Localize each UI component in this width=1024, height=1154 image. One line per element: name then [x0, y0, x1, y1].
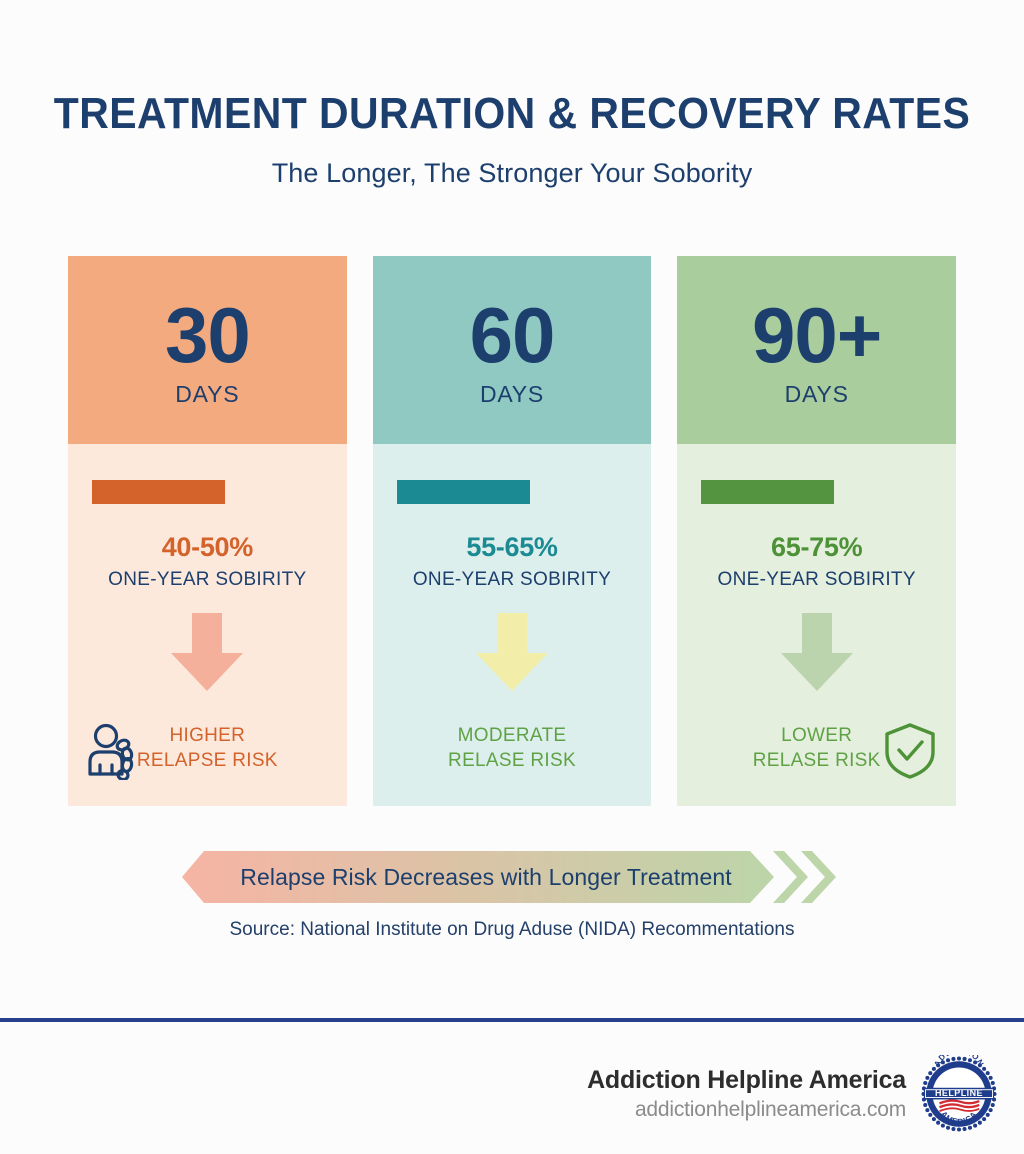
duration-cards: 30 DAYS 40-50% ONE-YEAR SOBIRITY HIGHER …: [68, 256, 957, 806]
sobriety-percent: 55-65%: [466, 532, 558, 562]
relapse-risk-line2: RELAPSE RISK: [136, 750, 278, 772]
brand-text-block: Addiction Helpline America addictionhelp…: [587, 1066, 906, 1122]
footer: Addiction Helpline America addictionhelp…: [587, 1046, 998, 1133]
relapse-risk-line1: LOWER: [781, 724, 853, 746]
duration-card-90-plus-days: 90+ DAYS 65-75% ONE-YEAR SOBIRITY LOWER …: [677, 256, 957, 806]
rate-bar: [701, 480, 835, 504]
badge-flag-stripes: [939, 1099, 980, 1113]
sobriety-percent: 40-50%: [161, 532, 254, 562]
badge-center-text: HELPLINE: [935, 1088, 983, 1098]
relapse-risk-line2: RELASE RISK: [752, 750, 881, 772]
brand-name: Addiction Helpline America: [587, 1066, 906, 1094]
down-arrow-icon: [464, 613, 560, 691]
days-label: DAYS: [479, 380, 545, 407]
duration-card-30-days: 30 DAYS 40-50% ONE-YEAR SOBIRITY HIGHER …: [68, 256, 347, 806]
days-label: DAYS: [175, 380, 240, 407]
relapse-risk-text: MODERATE RELASE RISK: [373, 723, 652, 774]
sobriety-label: ONE-YEAR SOBIRITY: [717, 569, 916, 590]
card-header-30: 30 DAYS: [68, 256, 347, 444]
relapse-risk-line1: HIGHER: [169, 724, 246, 746]
card-body-60: 55-65% ONE-YEAR SOBIRITY MODERATE RELASE…: [372, 444, 652, 806]
card-header-60: 60 DAYS: [372, 256, 652, 444]
relapse-risk-text: LOWER RELASE RISK: [677, 723, 956, 774]
sobriety-percent: 65-75%: [771, 532, 863, 562]
rate-bar: [396, 480, 530, 504]
page-title: TREATMENT DURATION & RECOVERY RATES: [53, 89, 971, 138]
person-in-chains-icon: [86, 722, 142, 782]
days-number: 60: [469, 291, 556, 380]
page-subtitle: The Longer, The Stronger Your Sobority: [271, 158, 753, 188]
brand-url[interactable]: addictionhelplineamerica.com: [634, 1098, 906, 1121]
card-header-90: 90+ DAYS: [677, 256, 957, 444]
addiction-helpline-badge-logo: ADDICTION HELPLINE AMERICA: [920, 1046, 998, 1133]
card-body-30: 40-50% ONE-YEAR SOBIRITY HIGHER RELAPSE …: [68, 444, 347, 806]
days-number: 30: [164, 291, 251, 380]
down-arrow-icon: [159, 613, 255, 691]
rate-bar: [92, 480, 225, 504]
relapse-trend-banner: Relapse Risk Decreases with Longer Treat…: [0, 849, 1024, 905]
days-number: 90+: [752, 291, 882, 380]
card-body-90: 65-75% ONE-YEAR SOBIRITY LOWER RELASE RI…: [677, 444, 957, 806]
header: TREATMENT DURATION & RECOVERY RATES The …: [0, 92, 1024, 189]
duration-card-60-days: 60 DAYS 55-65% ONE-YEAR SOBIRITY MODERAT…: [372, 256, 652, 806]
relapse-risk-text: HIGHER RELAPSE RISK: [68, 723, 347, 774]
sobriety-label: ONE-YEAR SOBIRITY: [412, 569, 612, 590]
banner-shape: [182, 851, 836, 903]
relapse-risk-line2: RELASE RISK: [448, 750, 576, 772]
sobriety-label: ONE-YEAR SOBIRITY: [108, 569, 307, 590]
shield-check-icon: [882, 722, 938, 780]
down-arrow-icon: [769, 613, 865, 691]
footer-divider: [0, 1018, 1024, 1022]
source-note: Source: National Institute on Drug Aduse…: [229, 919, 795, 940]
days-label: DAYS: [784, 380, 849, 407]
relapse-risk-line1: MODERATE: [457, 724, 567, 746]
